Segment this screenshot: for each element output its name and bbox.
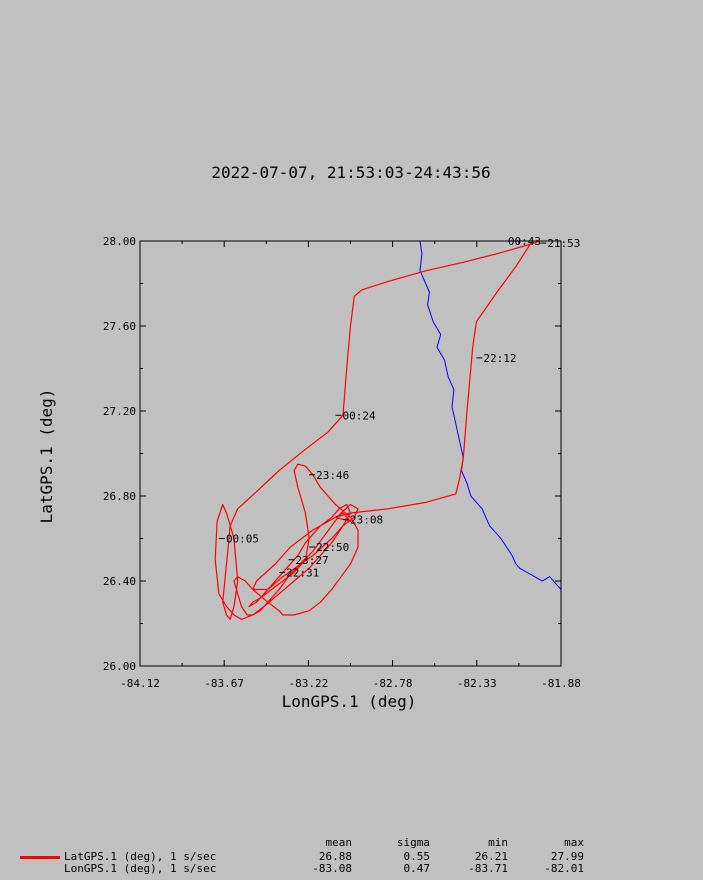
time-label: 21:53 (547, 237, 580, 250)
legend-lon-max: -82.01 (544, 862, 584, 875)
track-layer (214, 240, 541, 620)
legend-swatch-lat (20, 856, 60, 859)
time-label: 22:31 (286, 567, 319, 580)
legend-header-max: max (564, 836, 584, 849)
y-tick-label: 26.40 (103, 575, 136, 588)
legend-header-min: min (488, 836, 508, 849)
coastline (419, 240, 562, 590)
y-tick-label: 27.60 (103, 320, 136, 333)
x-tick-label: -83.67 (204, 677, 244, 690)
plot-frame (139, 240, 562, 667)
time-label: 22:50 (316, 541, 349, 554)
time-label: 23:08 (350, 513, 383, 526)
time-label: 00:43 (508, 235, 541, 248)
legend-lat-min: 26.21 (474, 850, 508, 863)
x-tick-label: -83.22 (289, 677, 329, 690)
x-tick-label: -82.78 (373, 677, 413, 690)
legend-stats-header: mean sigma min max (0, 837, 703, 849)
legend-label-lat: LatGPS.1 (deg), 1 s/sec (64, 850, 217, 863)
legend-lat-sigma: 0.55 (403, 850, 431, 863)
y-axis-label: LatGPS.1 (deg) (37, 389, 56, 524)
legend-header-mean: mean (325, 836, 353, 849)
chart-title: 2022-07-07, 21:53:03-24:43:56 (211, 163, 490, 182)
x-tick-label: -82.33 (457, 677, 497, 690)
legend-lon-sigma: 0.47 (403, 862, 431, 875)
time-label-layer: 21:53 00:43 22:12 00:24 23:46 23:08 00:05 22:50… (218, 235, 580, 580)
x-tick-label: -81.88 (541, 677, 581, 690)
time-label: 00:05 (226, 533, 259, 546)
legend-lon-min: -83.71 (468, 862, 508, 875)
time-label: 23:27 (295, 554, 328, 567)
x-tick-label: -84.12 (120, 677, 160, 690)
axis-tick-layer: -84.12 -83.67 -83.22 -82.78 -82.33 -81.88 28.0… (103, 235, 581, 690)
y-tick-label: 26.00 (103, 660, 136, 673)
time-label: 22:12 (483, 352, 516, 365)
track-chart: 2022-07-07, 21:53:03-24:43:56 21:53 00:43… (37, 163, 581, 711)
legend-row-lon: LonGPS.1 (deg), 1 s/sec -83.08 0.47 -83.… (0, 863, 703, 875)
x-axis-label: LonGPS.1 (deg) (282, 692, 417, 711)
y-tick-label: 27.20 (103, 405, 136, 418)
coastline-layer (419, 240, 562, 590)
time-label: 23:46 (316, 469, 349, 482)
legend-lat-mean: 26.88 (318, 850, 352, 863)
legend-label-lon: LonGPS.1 (deg), 1 s/sec (64, 862, 217, 875)
y-tick-label: 26.80 (103, 490, 136, 503)
legend-lon-mean: -83.08 (312, 862, 352, 875)
legend-row-lat: LatGPS.1 (deg), 1 s/sec 26.88 0.55 26.21… (0, 851, 703, 863)
legend-header-sigma: sigma (396, 836, 430, 849)
time-label: 00:24 (342, 409, 375, 422)
series-line-0 (214, 240, 541, 620)
y-tick-label: 28.00 (103, 235, 136, 248)
legend-lat-max: 27.99 (550, 850, 584, 863)
